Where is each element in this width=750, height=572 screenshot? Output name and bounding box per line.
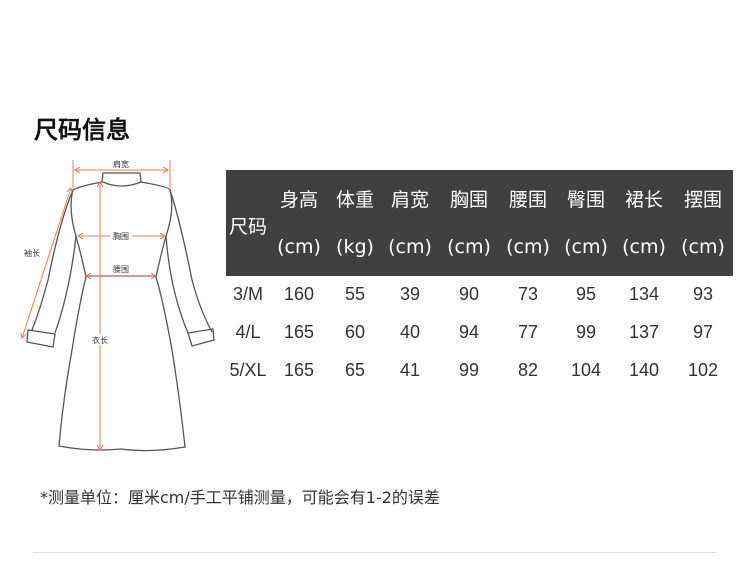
value-cell: 93: [692, 284, 714, 304]
measure-arrows: [22, 160, 171, 450]
header-unit: (cm): [506, 236, 550, 258]
header-col: 体重: [335, 189, 374, 211]
measurement-note: *测量单位：厘米cm/手工平铺测量，可能会有1-2的误差: [40, 488, 440, 507]
value-cell: 165: [283, 360, 315, 380]
size-cell: 4/L: [235, 322, 261, 342]
value-cell: 82: [517, 360, 539, 380]
header-unit: (cm): [681, 236, 725, 258]
header-col: 肩宽: [390, 189, 429, 211]
value-cell: 137: [628, 322, 660, 342]
header-unit: (cm): [277, 236, 321, 258]
value-cell: 97: [692, 322, 714, 342]
header-col: 腰围: [508, 189, 547, 211]
label-chest: 胸围: [113, 231, 129, 241]
value-cell: 165: [283, 322, 315, 342]
header-unit: (cm): [564, 236, 608, 258]
value-cell: 140: [628, 360, 660, 380]
value-cell: 90: [458, 284, 480, 304]
value-cell: 134: [628, 284, 660, 304]
value-cell: 65: [344, 360, 366, 380]
header-unit: (cm): [622, 236, 666, 258]
label-shoulder: 肩宽: [113, 159, 129, 169]
value-cell: 104: [570, 360, 602, 380]
value-cell: 73: [517, 284, 539, 304]
value-cell: 39: [399, 284, 421, 304]
dress-diagram: 肩宽 胸围 腰围 袖长 衣长: [0, 158, 215, 452]
header-size: 尺码: [228, 216, 267, 238]
value-cell: 99: [575, 322, 597, 342]
header-unit: (kg): [336, 236, 374, 258]
value-cell: 95: [575, 284, 597, 304]
header-unit: (cm): [447, 236, 491, 258]
label-waist: 腰围: [113, 265, 129, 274]
label-length: 衣长: [92, 335, 108, 345]
value-cell: 41: [399, 360, 421, 380]
value-cell: 60: [344, 322, 366, 342]
value-cell: 55: [344, 284, 366, 304]
size-cell: 3/M: [232, 284, 263, 304]
page-title: 尺码信息: [34, 116, 130, 144]
value-cell: 102: [687, 360, 719, 380]
dress-outline: [26, 172, 215, 452]
header-col: 臀围: [566, 189, 605, 211]
header-col: 胸围: [449, 189, 488, 211]
value-cell: 94: [458, 322, 480, 342]
header-col: 裙长: [624, 189, 663, 211]
value-cell: 99: [458, 360, 480, 380]
value-cell: 77: [517, 322, 539, 342]
value-cell: 40: [399, 322, 421, 342]
header-col: 身高: [279, 189, 318, 211]
header-unit: (cm): [388, 236, 432, 258]
header-col: 摆围: [683, 189, 722, 211]
value-cell: 160: [283, 284, 315, 304]
size-cell: 5/XL: [229, 360, 267, 380]
divider: [33, 552, 717, 553]
label-sleeve: 袖长: [24, 248, 40, 258]
table-header: 尺码 身高 (cm) 体重 (kg) 肩宽 (cm) 胸围 (cm) 腰围 (c…: [226, 170, 733, 276]
